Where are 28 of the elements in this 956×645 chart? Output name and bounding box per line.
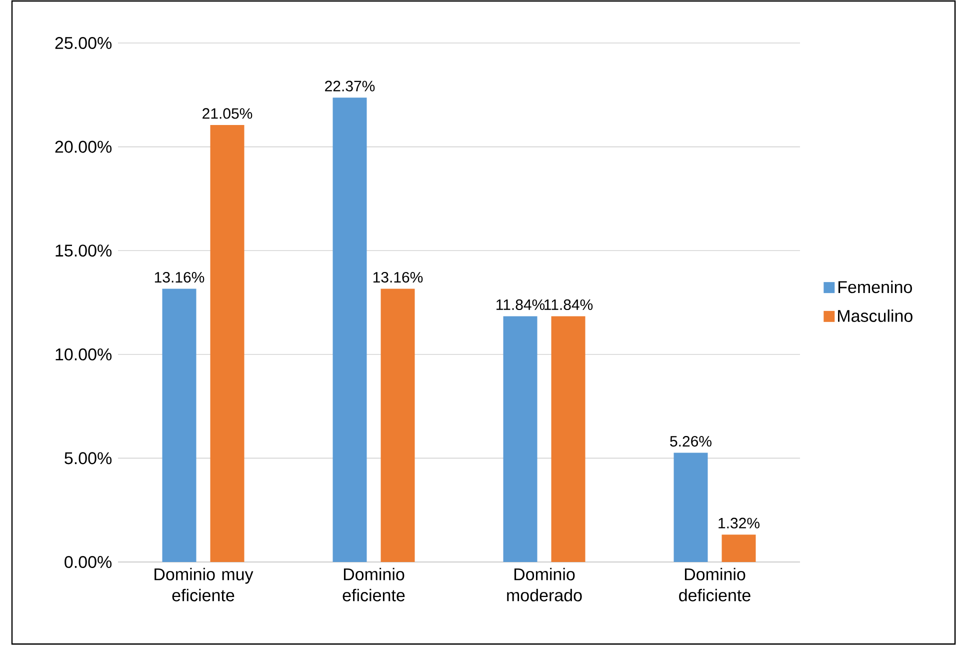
bar (332, 98, 367, 562)
x-tick-label: Dominio deficiente (679, 568, 750, 602)
bar (162, 288, 196, 562)
data-label: 1.32% (718, 518, 760, 528)
y-tick-label: 10.00% (56, 348, 112, 360)
legend-label: Femenino (838, 280, 912, 294)
bar (210, 125, 244, 562)
bar (503, 316, 538, 562)
bar (551, 316, 586, 562)
legend-label: Masculino (838, 309, 912, 322)
y-tick-label: 20.00% (55, 140, 112, 153)
bar (674, 452, 708, 562)
bar (380, 288, 415, 562)
data-label: 11.84% (496, 299, 545, 310)
data-label: 13.16% (154, 272, 204, 283)
data-label: 11.84% (544, 299, 593, 310)
x-tick-label: Dominio eficiente (342, 568, 405, 602)
y-tick-label: 0.00% (64, 556, 112, 568)
data-label: 22.37% (325, 80, 375, 92)
y-tick-label: 5.00% (64, 452, 112, 464)
bar (722, 534, 756, 562)
data-label: 13.16% (373, 272, 423, 283)
y-tick-label: 15.00% (56, 244, 112, 257)
x-tick-label: Dominio moderado (507, 568, 582, 602)
x-tick-label: Dominio muy eficiente (154, 568, 254, 602)
data-label: 21.05% (202, 108, 252, 119)
data-label: 5.26% (670, 436, 712, 447)
y-tick-label: 25.00% (55, 36, 112, 50)
